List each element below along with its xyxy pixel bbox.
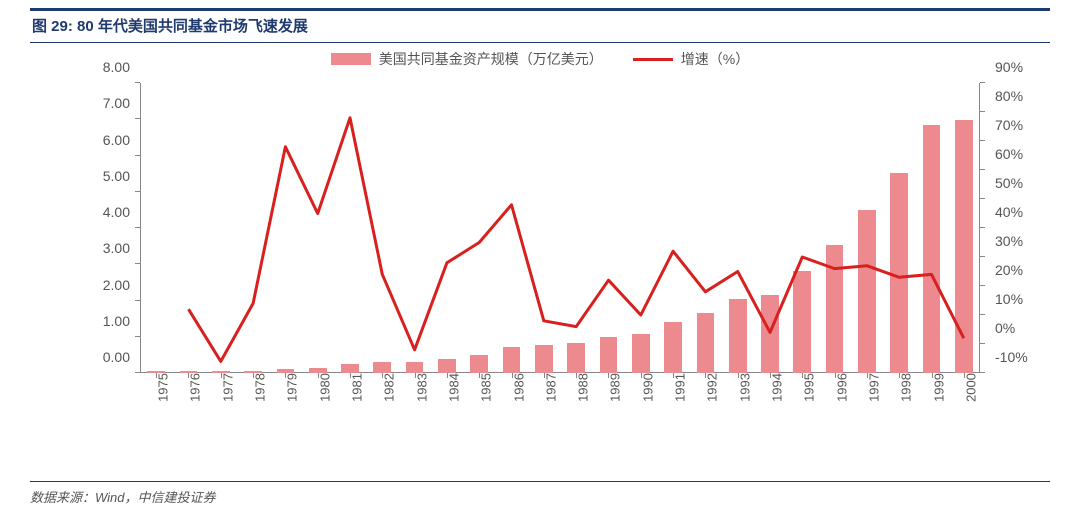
x-axis-label: 1975 xyxy=(150,373,171,402)
y-right-tick: 30% xyxy=(995,233,1050,249)
y-axis-right: -10%0%10%20%30%40%50%60%70%80%90% xyxy=(985,83,1040,373)
x-axis-label: 1991 xyxy=(667,373,688,402)
legend-swatch-bar xyxy=(331,53,371,65)
x-axis-label: 1987 xyxy=(537,373,558,402)
chart-area: 0.001.002.003.004.005.006.007.008.00 -10… xyxy=(40,73,1040,443)
x-axis-label: 2000 xyxy=(957,373,978,402)
x-axis-label: 1979 xyxy=(279,373,300,402)
x-axis-label: 1978 xyxy=(247,373,268,402)
y-left-tick: 5.00 xyxy=(40,168,130,184)
y-right-tick: 50% xyxy=(995,175,1050,191)
footer-text: 数据来源：Wind，中信建投证券 xyxy=(30,490,216,505)
y-right-tick: 70% xyxy=(995,117,1050,133)
x-axis-label: 1997 xyxy=(860,373,881,402)
y-right-tick: 40% xyxy=(995,204,1050,220)
y-right-tick: 90% xyxy=(995,59,1050,75)
y-left-tick: 0.00 xyxy=(40,349,130,365)
y-right-tick: 20% xyxy=(995,262,1050,278)
x-axis-label: 1995 xyxy=(796,373,817,402)
x-axis-label: 1992 xyxy=(699,373,720,402)
x-axis-label: 1996 xyxy=(828,373,849,402)
legend-label-bar: 美国共同基金资产规模（万亿美元） xyxy=(379,49,603,69)
legend: 美国共同基金资产规模（万亿美元） 增速（%） xyxy=(30,49,1050,69)
y-right-tick: 80% xyxy=(995,88,1050,104)
x-axis-labels: 1975197619771978197919801981198219831984… xyxy=(140,83,980,373)
y-right-tick: -10% xyxy=(995,349,1050,365)
y-left-tick: 2.00 xyxy=(40,277,130,293)
x-axis-label: 1976 xyxy=(182,373,203,402)
y-left-tick: 3.00 xyxy=(40,240,130,256)
x-axis-label: 1984 xyxy=(440,373,461,402)
y-axis-left: 0.001.002.003.004.005.006.007.008.00 xyxy=(40,83,130,373)
x-axis-label: 1983 xyxy=(408,373,429,402)
x-axis-label: 1982 xyxy=(376,373,397,402)
y-left-tick: 6.00 xyxy=(40,132,130,148)
plot-area: 1975197619771978197919801981198219831984… xyxy=(140,83,980,373)
x-axis-label: 1999 xyxy=(925,373,946,402)
y-right-tick: 10% xyxy=(995,291,1050,307)
x-axis-label: 1985 xyxy=(473,373,494,402)
legend-item-bar: 美国共同基金资产规模（万亿美元） xyxy=(331,49,603,69)
y-left-tick: 1.00 xyxy=(40,313,130,329)
y-right-tick: 0% xyxy=(995,320,1050,336)
x-axis-label: 1994 xyxy=(764,373,785,402)
x-axis-label: 1989 xyxy=(602,373,623,402)
legend-item-line: 增速（%） xyxy=(633,49,749,69)
chart-title-bar: 图 29: 80 年代美国共同基金市场飞速发展 xyxy=(30,8,1050,43)
x-axis-label: 1986 xyxy=(505,373,526,402)
y-left-tick: 7.00 xyxy=(40,95,130,111)
chart-title: 图 29: 80 年代美国共同基金市场飞速发展 xyxy=(32,15,1050,36)
legend-label-line: 增速（%） xyxy=(681,49,749,69)
x-axis-label: 1990 xyxy=(634,373,655,402)
x-axis-label: 1980 xyxy=(311,373,332,402)
x-axis-label: 1993 xyxy=(731,373,752,402)
legend-swatch-line xyxy=(633,58,673,61)
x-axis-label: 1998 xyxy=(893,373,914,402)
x-axis-label: 1988 xyxy=(570,373,591,402)
x-axis-label: 1977 xyxy=(214,373,235,402)
y-right-tick: 60% xyxy=(995,146,1050,162)
y-left-tick: 4.00 xyxy=(40,204,130,220)
y-left-tick: 8.00 xyxy=(40,59,130,75)
footer: 数据来源：Wind，中信建投证券 xyxy=(30,481,1050,507)
x-axis-label: 1981 xyxy=(344,373,365,402)
